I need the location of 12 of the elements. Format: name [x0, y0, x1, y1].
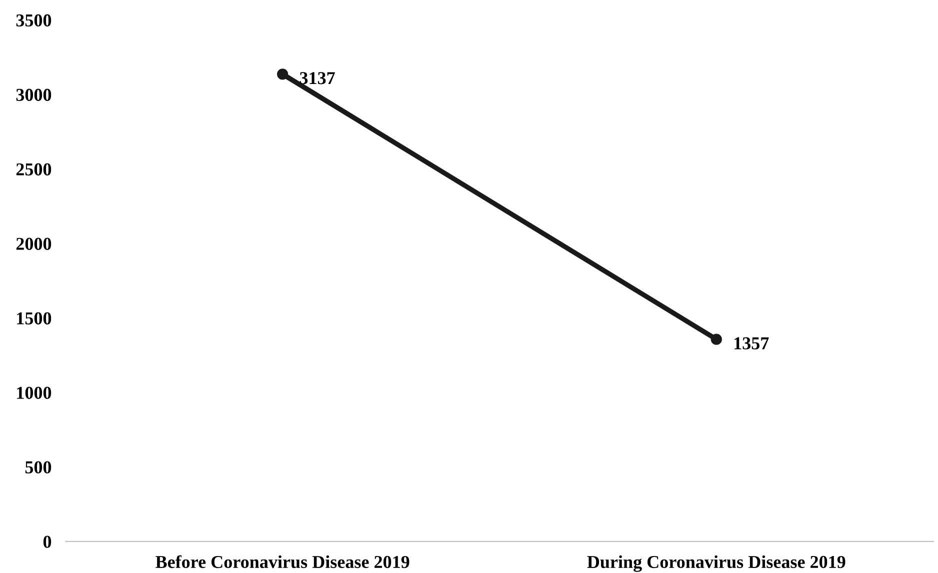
data-label: 3137	[300, 72, 335, 84]
y-tick-label: 1500	[17, 312, 52, 324]
y-tick-label: 3500	[16, 14, 52, 26]
y-tick-label: 500	[25, 461, 52, 474]
x-tick-label: Before Coronavirus Disease 2019	[156, 555, 410, 568]
data-label: 1357	[734, 337, 769, 350]
y-tick-label: 2000	[16, 238, 52, 250]
x-tick-label: During Coronavirus Disease 2019	[587, 555, 846, 572]
y-tick-label: 1000	[17, 386, 52, 399]
y-tick-label: 3000	[16, 88, 52, 101]
y-tick-label: 2500	[16, 163, 52, 176]
y-tick-label: 0	[43, 536, 52, 548]
